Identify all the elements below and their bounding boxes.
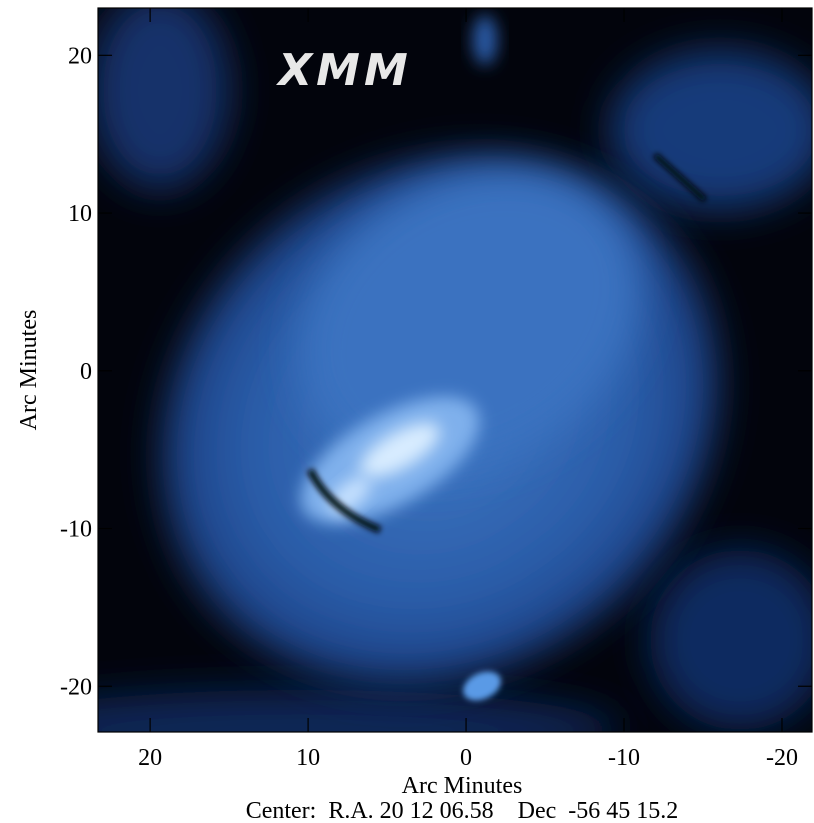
annotation: XMM [275, 45, 412, 96]
x-tick-label: 20 [138, 745, 162, 771]
x-tick-label: 10 [296, 745, 320, 771]
chart: XMM Arc Minutes Arc Minutes Center: R.A.… [0, 0, 814, 823]
caption: Center: R.A. 20 12 06.58 Dec -56 45 15.2 [246, 798, 679, 823]
x-tick-label: -10 [608, 745, 640, 771]
y-tick-label: 10 [68, 201, 92, 227]
y-tick-label: 0 [80, 359, 92, 385]
x-tick-label: -20 [766, 745, 798, 771]
x-tick-label: 0 [460, 745, 472, 771]
y-tick-label: -10 [60, 517, 92, 543]
x-axis-label: Arc Minutes [402, 773, 523, 799]
y-axis-label: Arc Minutes [16, 310, 42, 431]
y-tick-label: 20 [68, 43, 92, 69]
image [0, 0, 814, 791]
y-tick-label: -20 [60, 674, 92, 700]
